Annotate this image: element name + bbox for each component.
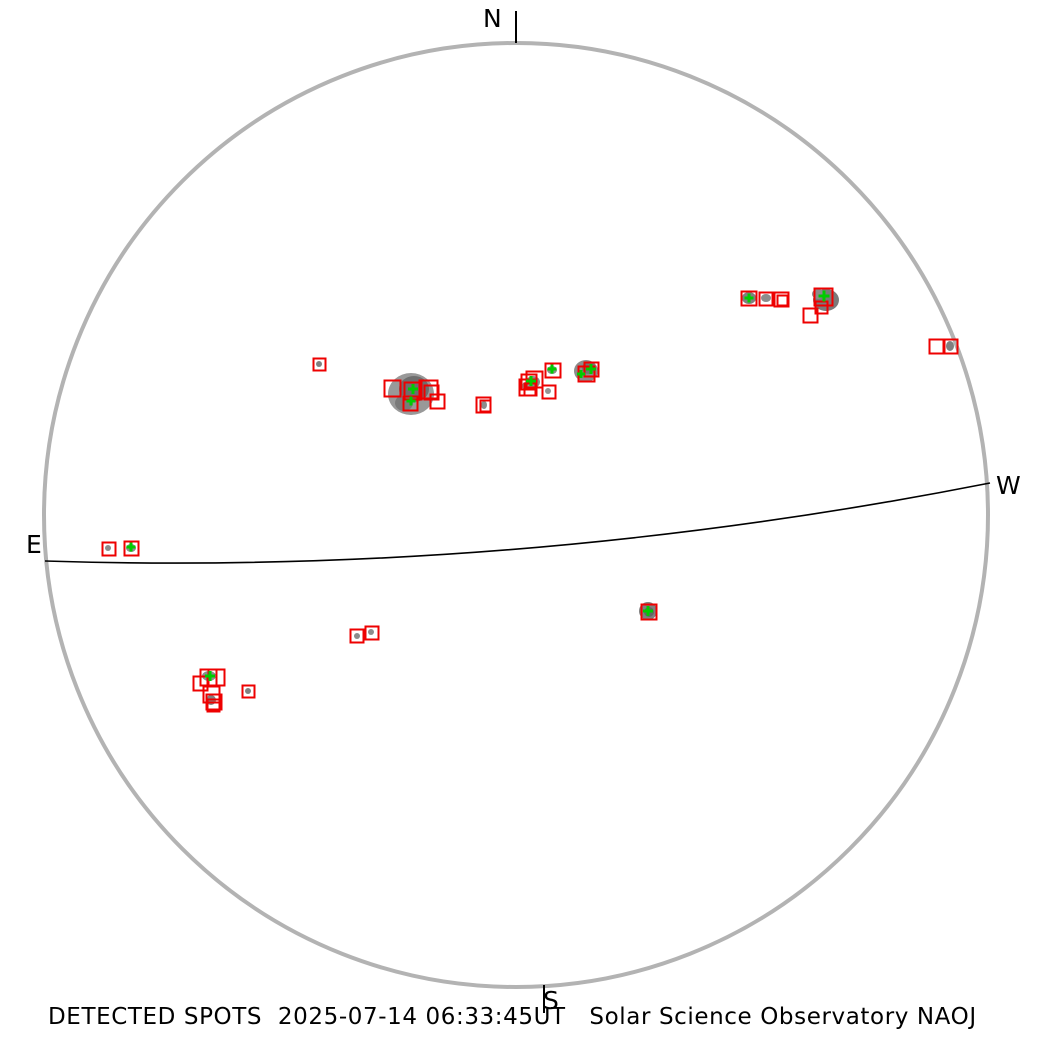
- sunspot-blob: [368, 629, 374, 635]
- disk-layer: [42, 11, 990, 1013]
- spot-group: [101, 541, 117, 557]
- spot-group: [349, 625, 380, 644]
- detection-box: [383, 379, 402, 398]
- detection-box: [349, 628, 365, 644]
- detection-box: [541, 384, 557, 400]
- spot-group: [192, 668, 226, 713]
- detection-box: [640, 603, 658, 621]
- detection-box: [776, 294, 789, 307]
- detection-box: [364, 625, 380, 641]
- spot-group: [475, 396, 492, 414]
- detection-box: [813, 287, 834, 307]
- spot-group: [312, 357, 327, 372]
- orientation-label-north: N: [483, 4, 503, 33]
- spot-group: [383, 373, 446, 415]
- spot-group: [574, 360, 600, 383]
- detection-box: [479, 399, 492, 413]
- spot-group: [928, 338, 959, 355]
- sunspot-blob: [105, 545, 111, 551]
- orientation-label-east: E: [26, 530, 43, 559]
- detection-box: [758, 291, 774, 307]
- spot-group: [544, 362, 562, 379]
- sunspot-blob: [545, 388, 551, 394]
- detection-box: [241, 684, 256, 699]
- spot-group: [518, 370, 544, 397]
- spot-group: [802, 287, 839, 324]
- detection-box: [943, 338, 959, 355]
- spots-layer: [101, 287, 959, 713]
- detection-box: [206, 698, 221, 713]
- orientation-label-south: S: [543, 986, 560, 1015]
- equator-layer: [44, 482, 991, 564]
- detection-box: [544, 362, 562, 379]
- spot-group: [758, 291, 790, 308]
- detection-box: [429, 393, 446, 410]
- sunspot-blob: [354, 633, 360, 639]
- detection-box: [101, 541, 117, 557]
- spot-group: [123, 540, 140, 557]
- spot-group: [639, 602, 658, 621]
- detection-box: [312, 357, 327, 372]
- spot-group: [541, 384, 557, 400]
- solar-equator-curve: [44, 482, 991, 564]
- caption-text: DETECTED SPOTS 2025-07-14 06:33:45UT Sol…: [48, 1004, 977, 1030]
- detection-box: [123, 540, 140, 557]
- sunspot-blob: [316, 361, 322, 367]
- sunspot-blob: [946, 341, 954, 351]
- spot-group: [740, 290, 758, 307]
- sunspot-blob: [761, 294, 771, 302]
- sunspot-blob: [245, 688, 251, 694]
- detection-box: [583, 361, 600, 378]
- orientation-label-west: W: [996, 471, 1022, 500]
- spot-group: [241, 684, 256, 699]
- sunspot-blob: [481, 401, 487, 409]
- solar-limb-circle: [42, 41, 990, 989]
- detection-box: [928, 338, 945, 355]
- detection-box: [814, 300, 829, 315]
- detection-box: [802, 307, 819, 324]
- detection-box: [740, 290, 758, 307]
